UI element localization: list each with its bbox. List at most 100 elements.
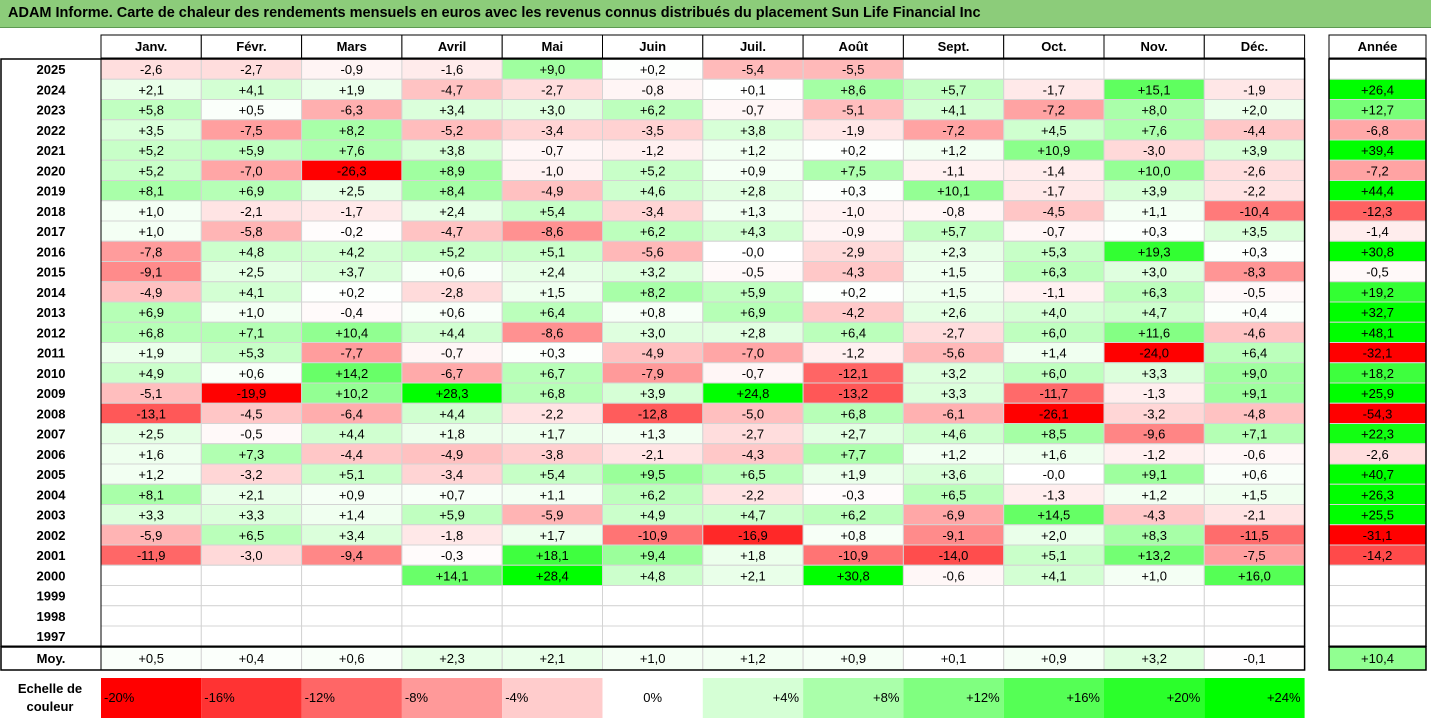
cell-value: -1,6 (441, 62, 463, 77)
heatmap-cell (1003, 58, 1105, 80)
cell-value: -9,4 (341, 548, 363, 563)
annual-value: -31,1 (1363, 528, 1393, 543)
cell-value: -0,9 (341, 62, 363, 77)
heatmap-cell (401, 585, 503, 607)
cell-value: +4,9 (138, 366, 164, 381)
cell-value: -1,7 (341, 204, 363, 219)
cell-value: -3,4 (441, 467, 463, 482)
cell-value: +5,1 (540, 244, 566, 259)
cell-value: +1,5 (1242, 487, 1268, 502)
annual-value: -54,3 (1363, 406, 1393, 421)
heatmap-cell (1203, 58, 1306, 80)
annual-value: +18,2 (1361, 366, 1394, 381)
heatmap-cell (200, 585, 303, 607)
cell-value: +9,1 (1141, 467, 1167, 482)
month-header: Juil. (740, 39, 766, 54)
month-header: Avril (438, 39, 466, 54)
cell-value: -16,9 (738, 528, 768, 543)
cell-value: +13,2 (1138, 548, 1171, 563)
cell-value: +3,3 (1141, 366, 1167, 381)
cell-value: -1,3 (1143, 386, 1165, 401)
cell-value: -19,9 (237, 386, 267, 401)
cell-value: +0,3 (840, 184, 866, 199)
cell-value: +6,8 (138, 325, 164, 340)
cell-value: -7,7 (341, 346, 363, 361)
cell-value: +4,4 (339, 427, 365, 442)
average-label: Moy. (37, 651, 66, 666)
cell-value: +5,2 (138, 143, 164, 158)
annual-value: +44,4 (1361, 184, 1394, 199)
annual-header-cell (1328, 34, 1427, 59)
cell-value: -7,2 (942, 123, 964, 138)
cell-value: -4,3 (842, 265, 864, 280)
annual-value: +39,4 (1361, 143, 1394, 158)
heatmap-cell (1103, 585, 1205, 607)
cell-value: -4,2 (842, 305, 864, 320)
cell-value: +4,7 (740, 508, 766, 523)
cell-value: +6,9 (740, 305, 766, 320)
cell-value: +0,6 (439, 305, 465, 320)
cell-value: -2,6 (140, 62, 162, 77)
cell-value: -5,8 (240, 224, 262, 239)
cell-value: -0,7 (441, 346, 463, 361)
cell-value: +16,0 (1238, 568, 1271, 583)
cell-value: +2,1 (740, 568, 766, 583)
average-border (0, 646, 1306, 671)
cell-value: -3,4 (641, 204, 663, 219)
cell-value: -8,6 (541, 224, 563, 239)
annual-value: +30,8 (1361, 244, 1394, 259)
cell-value: -3,5 (641, 123, 663, 138)
heatmap-cell (1003, 625, 1105, 647)
cell-value: +1,9 (138, 346, 164, 361)
year-label: 2008 (37, 406, 66, 421)
cell-value: +8,9 (439, 163, 465, 178)
cell-value: +2,3 (941, 244, 967, 259)
cell-value: -7,5 (1243, 548, 1265, 563)
cell-value: +3,7 (339, 265, 365, 280)
cell-value: -4,9 (441, 447, 463, 462)
cell-value: -5,9 (541, 508, 563, 523)
cell-value: +8,0 (1141, 103, 1167, 118)
year-label: 2009 (37, 386, 66, 401)
month-header: Mars (337, 39, 367, 54)
cell-value: -1,9 (1243, 82, 1265, 97)
cell-value: +1,5 (540, 285, 566, 300)
year-label: 2015 (37, 265, 66, 280)
year-label: 2002 (37, 528, 66, 543)
legend-stop-label: -12% (305, 690, 336, 705)
cell-value: -5,4 (742, 62, 764, 77)
cell-value: -0,5 (1243, 285, 1265, 300)
legend-swatch (702, 678, 804, 718)
cell-value: +4,8 (239, 244, 265, 259)
heatmap-cell (1203, 585, 1306, 607)
cell-value: -0,7 (742, 366, 764, 381)
cell-value: +4,6 (640, 184, 666, 199)
cell-value: +4,3 (740, 224, 766, 239)
cell-value: -0,2 (341, 224, 363, 239)
legend-stop-label: +24% (1267, 690, 1301, 705)
cell-value: +6,9 (138, 305, 164, 320)
heatmap-cell (802, 625, 904, 647)
cell-value: -9,6 (1143, 427, 1165, 442)
cell-value: -3,0 (1143, 143, 1165, 158)
cell-value: +0,9 (339, 487, 365, 502)
cell-value: -0,7 (742, 103, 764, 118)
year-label: 1999 (37, 589, 66, 604)
cell-value: +1,9 (339, 82, 365, 97)
cell-value: +6,2 (840, 508, 866, 523)
heatmap-cell (501, 605, 604, 627)
year-label: 2003 (37, 508, 66, 523)
heatmap-cell (100, 585, 202, 607)
cell-value: +0,5 (239, 103, 265, 118)
heatmap-cell (902, 58, 1005, 80)
cell-value: -2,1 (641, 447, 663, 462)
cell-value: +0,7 (439, 487, 465, 502)
chart-title: ADAM Informe. Carte de chaleur des rende… (8, 5, 981, 21)
heatmap-cell (702, 585, 804, 607)
cell-value: +1,8 (439, 427, 465, 442)
annual-value: +25,9 (1361, 386, 1394, 401)
cell-value: +2,6 (941, 305, 967, 320)
cell-value: +9,5 (640, 467, 666, 482)
year-label: 2018 (37, 204, 66, 219)
